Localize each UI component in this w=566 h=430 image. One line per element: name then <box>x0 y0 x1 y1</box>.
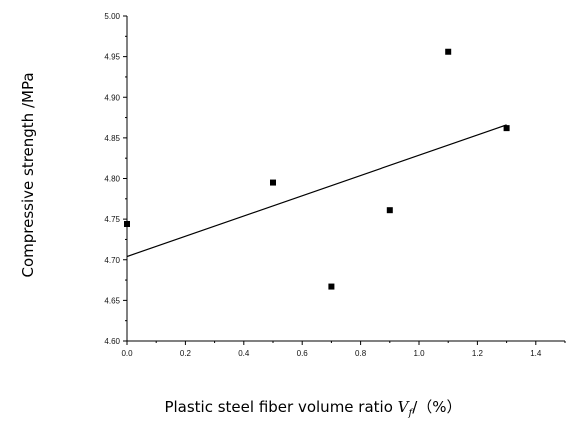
data-point <box>445 49 451 55</box>
data-point <box>504 125 510 131</box>
y-tick-label: 4.60 <box>104 337 120 346</box>
data-points <box>124 49 510 290</box>
data-point <box>328 284 334 290</box>
y-tick-label: 5.00 <box>104 12 120 21</box>
x-tick-label: 0.6 <box>297 349 309 358</box>
data-point <box>124 221 130 227</box>
x-tick-label: 0.4 <box>238 349 250 358</box>
data-point <box>387 207 393 213</box>
x-axis-title: Plastic steel fiber volume ratio Vf/（%） <box>164 398 461 419</box>
y-tick-label: 4.95 <box>104 53 120 62</box>
y-tick-label: 4.90 <box>104 93 120 102</box>
x-tick-label: 0.2 <box>180 349 192 358</box>
x-axis-ticks: 0.0 0.2 0.4 0.6 0.8 1.0 1.2 1.4 <box>121 341 565 358</box>
x-axis-title-suffix: /（%） <box>412 398 461 416</box>
y-tick-label: 4.75 <box>104 215 120 224</box>
x-tick-label: 0.0 <box>121 349 133 358</box>
x-tick-label: 1.0 <box>413 349 425 358</box>
y-tick-label: 4.80 <box>104 175 120 184</box>
x-axis-title-text: Plastic steel fiber volume ratio <box>164 398 392 416</box>
y-axis-title: Compressive strength /MPa <box>19 72 37 277</box>
y-tick-label: 4.85 <box>104 134 120 143</box>
trend-line <box>127 125 507 257</box>
y-tick-label: 4.70 <box>104 256 120 265</box>
y-axis-ticks: 4.60 4.65 4.70 4.75 4.80 4.85 4.90 4.95 5.00 <box>104 12 127 346</box>
x-tick-label: 1.2 <box>472 349 484 358</box>
y-tick-label: 4.65 <box>104 296 120 305</box>
x-tick-label: 1.4 <box>530 349 542 358</box>
x-tick-label: 0.8 <box>355 349 367 358</box>
data-point <box>270 180 276 186</box>
